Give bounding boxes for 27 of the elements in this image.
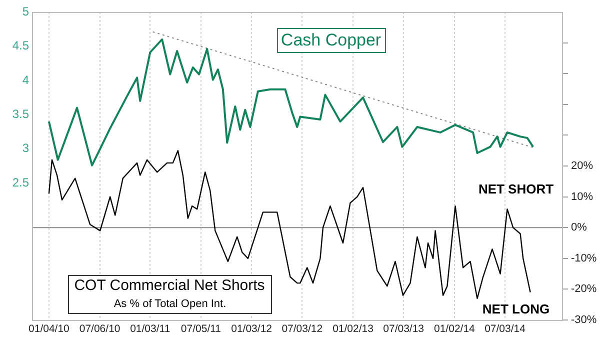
y2-tick-label: -10% <box>571 252 597 264</box>
annotation: NET SHORT <box>478 182 554 197</box>
annotation: As % of Total Open Int. <box>114 298 226 310</box>
series-label: COT Commercial Net Shorts <box>74 277 265 294</box>
y-tick-label: 2.5 <box>12 175 30 190</box>
x-tick-label: 07/03/12 <box>282 323 323 336</box>
y-tick-label: 4.5 <box>12 38 30 53</box>
annotation: NET LONG <box>482 302 550 317</box>
x-tick-label: 07/05/11 <box>180 323 222 336</box>
y-tick-label: 5 <box>22 4 30 18</box>
y-tick-label: 4 <box>22 72 30 87</box>
y2-tick-label: 20% <box>571 160 594 172</box>
y-tick-label: 3 <box>22 141 30 156</box>
x-tick-label: 07/06/10 <box>79 323 120 336</box>
x-tick-label: 01/04/10 <box>28 323 70 336</box>
x-tick-label: 07/03/13 <box>383 323 424 336</box>
y2-tick-label: 0% <box>571 222 588 234</box>
y2-tick-label: -20% <box>571 283 597 296</box>
x-tick-label: 01/03/11 <box>130 323 170 336</box>
x-tick-label: 01/02/14 <box>434 323 476 336</box>
text: Cash Copper <box>280 30 382 50</box>
y2-tick-label: 10% <box>571 190 594 203</box>
x-tick-label: 01/02/13 <box>332 323 374 336</box>
y-tick-label: 3.5 <box>12 106 30 121</box>
x-tick-label: 01/03/12 <box>231 323 272 336</box>
y2-tick-label: -30% <box>571 314 597 326</box>
x-tick-label: 07/03/14 <box>484 323 526 336</box>
